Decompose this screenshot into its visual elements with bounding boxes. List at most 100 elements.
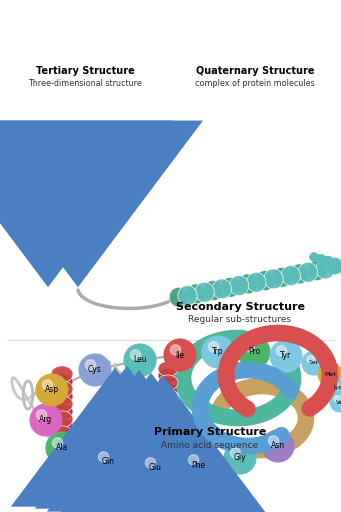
Text: Ser: Ser [309, 360, 319, 366]
Ellipse shape [51, 389, 73, 405]
Circle shape [79, 354, 111, 386]
Text: Asn: Asn [271, 441, 285, 451]
Ellipse shape [158, 361, 178, 376]
Circle shape [268, 436, 279, 446]
Text: Ile: Ile [175, 351, 184, 359]
Circle shape [53, 438, 63, 448]
Ellipse shape [158, 437, 178, 453]
Ellipse shape [158, 451, 178, 466]
Text: Arg: Arg [39, 416, 53, 424]
Circle shape [99, 452, 109, 462]
Ellipse shape [264, 269, 283, 289]
Text: Primary Structure: Primary Structure [154, 427, 266, 437]
Text: Ala: Ala [56, 443, 68, 453]
Ellipse shape [51, 396, 73, 412]
Text: Glu: Glu [148, 463, 162, 473]
Text: Quaternary Structure: Quaternary Structure [196, 66, 314, 76]
Ellipse shape [51, 366, 73, 382]
Text: complex of protein molecules: complex of protein molecules [195, 79, 315, 89]
Ellipse shape [316, 259, 335, 279]
Ellipse shape [158, 403, 178, 418]
Circle shape [208, 342, 219, 352]
Ellipse shape [158, 382, 178, 397]
Circle shape [36, 410, 47, 420]
Text: Regular sub-structures: Regular sub-structures [189, 315, 292, 325]
Circle shape [30, 404, 62, 436]
Circle shape [334, 396, 340, 402]
Ellipse shape [51, 426, 73, 442]
Ellipse shape [307, 261, 326, 281]
Text: Phe: Phe [191, 460, 205, 470]
Ellipse shape [298, 262, 318, 282]
Text: Cys: Cys [88, 366, 102, 374]
Text: Tertiary Structure: Tertiary Structure [35, 66, 134, 76]
Text: Leu: Leu [133, 355, 147, 365]
Ellipse shape [158, 410, 178, 425]
Ellipse shape [229, 275, 249, 295]
Circle shape [42, 380, 53, 390]
Circle shape [328, 378, 341, 398]
Text: Three-dimensional structure: Three-dimensional structure [28, 79, 142, 89]
Ellipse shape [158, 423, 178, 439]
Ellipse shape [158, 375, 178, 390]
Text: Gln: Gln [102, 458, 115, 466]
Ellipse shape [178, 286, 197, 306]
Circle shape [315, 254, 327, 266]
Ellipse shape [158, 417, 178, 432]
Circle shape [164, 339, 196, 371]
Circle shape [130, 350, 140, 360]
Circle shape [124, 344, 156, 376]
Ellipse shape [158, 444, 178, 460]
Ellipse shape [51, 411, 73, 428]
Ellipse shape [51, 441, 73, 457]
Circle shape [182, 449, 214, 481]
Circle shape [307, 355, 314, 363]
Ellipse shape [158, 389, 178, 404]
Ellipse shape [51, 381, 73, 397]
Text: Amino acid sequence: Amino acid sequence [161, 440, 258, 450]
Ellipse shape [204, 281, 223, 301]
Ellipse shape [221, 278, 240, 297]
Circle shape [139, 452, 171, 484]
Ellipse shape [255, 271, 275, 291]
Circle shape [224, 442, 256, 474]
Circle shape [270, 340, 302, 372]
Text: Secondary Structure: Secondary Structure [176, 302, 305, 312]
Circle shape [238, 336, 270, 368]
Text: Pro: Pro [248, 348, 260, 356]
Ellipse shape [51, 373, 73, 390]
Ellipse shape [195, 282, 214, 302]
Circle shape [330, 392, 341, 412]
Circle shape [170, 345, 181, 355]
Ellipse shape [247, 272, 266, 292]
Circle shape [36, 374, 68, 406]
Circle shape [323, 366, 330, 374]
Circle shape [85, 360, 95, 370]
Circle shape [244, 342, 255, 352]
Text: Val: Val [336, 399, 341, 404]
Ellipse shape [272, 267, 292, 287]
Ellipse shape [51, 418, 73, 435]
Text: Trp: Trp [212, 348, 224, 356]
Text: Met: Met [324, 372, 336, 376]
Ellipse shape [290, 264, 309, 284]
Circle shape [321, 256, 335, 270]
Circle shape [310, 252, 318, 262]
Ellipse shape [281, 266, 300, 286]
Ellipse shape [238, 274, 257, 294]
Circle shape [277, 346, 287, 356]
Text: Tyr: Tyr [280, 352, 292, 360]
Circle shape [318, 362, 341, 386]
Circle shape [188, 455, 199, 465]
Ellipse shape [158, 431, 178, 446]
Text: Lys: Lys [334, 386, 341, 391]
Circle shape [231, 448, 241, 458]
Ellipse shape [158, 396, 178, 411]
Text: Asp: Asp [45, 386, 59, 395]
Ellipse shape [51, 449, 73, 465]
Circle shape [202, 336, 234, 368]
Circle shape [92, 446, 124, 478]
Circle shape [302, 351, 326, 375]
Ellipse shape [187, 284, 206, 304]
Circle shape [145, 458, 155, 468]
